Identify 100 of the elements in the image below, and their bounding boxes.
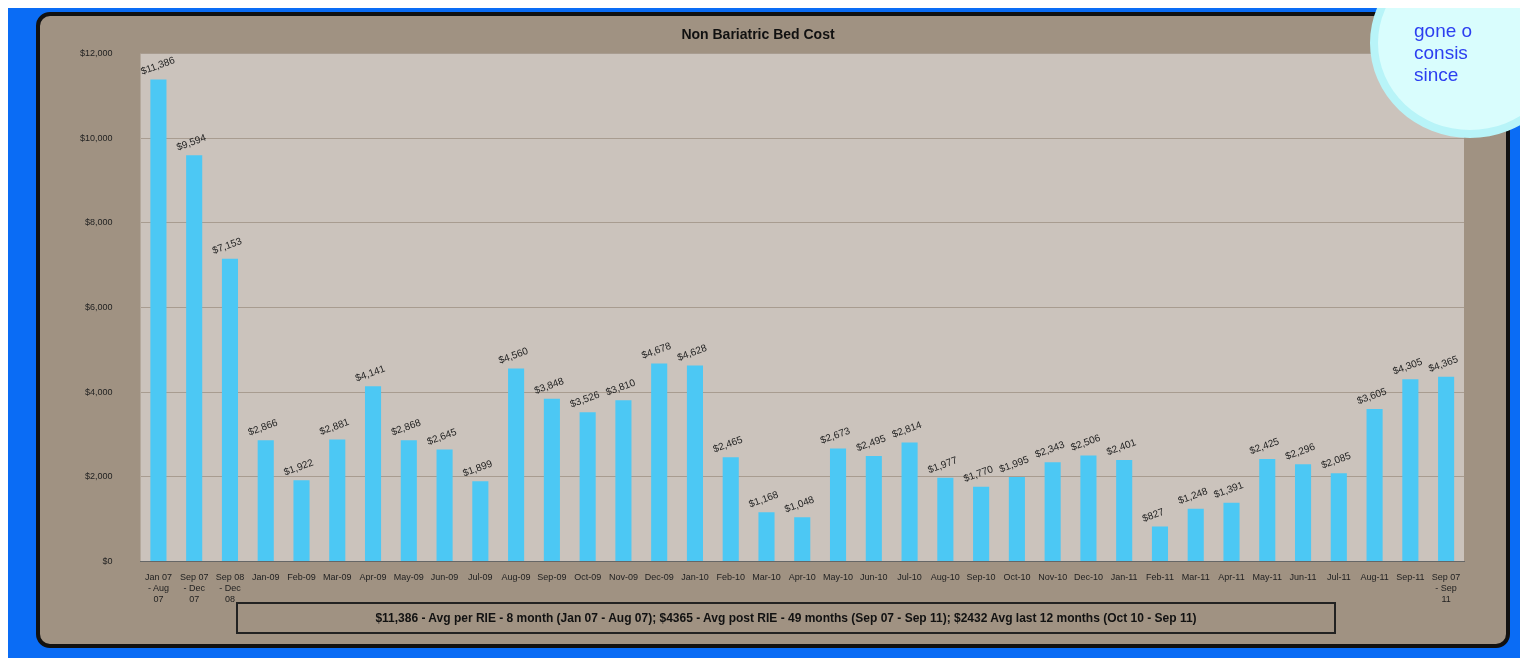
x-tick-label: Apr-09 [359, 572, 387, 583]
bar [1116, 459, 1133, 562]
y-tick-label: $2,000 [85, 471, 113, 482]
x-tick-label: Sep-11 [1396, 572, 1425, 583]
data-label: $2,645 [425, 425, 459, 447]
data-label: $827 [1140, 505, 1166, 524]
bar [1402, 379, 1419, 562]
bar [293, 480, 310, 562]
data-label: $3,526 [568, 388, 602, 410]
data-label: $2,814 [890, 418, 924, 440]
x-tick-label: Aug-11 [1360, 572, 1389, 583]
annotation: since [1414, 64, 1460, 86]
y-tick-label: $8,000 [85, 217, 113, 228]
data-label: $3,848 [532, 374, 566, 396]
bar [543, 398, 560, 562]
bar [1438, 376, 1455, 562]
x-tick-label: Sep 07 - Sep 11 [1431, 572, 1461, 605]
data-label: $4,365 [1426, 352, 1460, 374]
x-tick-label: Aug-09 [501, 572, 531, 583]
data-label: $3,605 [1355, 385, 1389, 407]
x-tick-label: Dec-09 [644, 572, 674, 583]
x-tick-label: Apr-10 [788, 572, 816, 583]
x-tick-label: Nov-09 [608, 572, 638, 583]
data-label: $3,810 [604, 376, 638, 398]
text: $11,386 - Avg per RIE - 8 month (Jan 07 - Aug 07); $4365 - Avg post RIE - 49 months (Sep 07 - Sep 11); $2432 Avg last 12 months (Oct 10 - Sep 11) [236, 602, 1336, 634]
annotation: consis [1414, 42, 1469, 64]
x-tick-label: Dec-10 [1073, 572, 1103, 583]
bar [901, 442, 918, 562]
bar [973, 486, 990, 562]
bar [221, 258, 238, 562]
data-label: $9,594 [174, 131, 208, 153]
x-tick-label: Jul-10 [897, 572, 922, 583]
data-label: $7,153 [210, 234, 244, 256]
y-tick-label: $10,000 [79, 132, 113, 143]
data-label: $2,465 [711, 433, 745, 455]
data-label: $1,048 [783, 493, 816, 515]
data-label: $4,560 [496, 344, 530, 366]
x-tick-label: Jul-11 [1326, 572, 1351, 583]
data-label: $2,868 [389, 416, 423, 438]
x-tick-label: Oct-10 [1003, 572, 1031, 583]
x-tick-label: Sep 08 - Dec 08 [215, 572, 245, 605]
bar [257, 440, 274, 562]
data-label: $1,168 [747, 488, 781, 510]
bar [651, 363, 668, 562]
data-label: $2,401 [1104, 436, 1138, 458]
data-label: $1,922 [282, 456, 316, 478]
x-tick-label: Jun-10 [860, 572, 888, 583]
bar [1151, 526, 1169, 562]
bar [1187, 508, 1204, 562]
data-label: $1,248 [1176, 484, 1210, 506]
bar [1008, 477, 1025, 562]
x-tick-label: May-11 [1252, 572, 1282, 583]
bar [937, 477, 954, 562]
x-tick-label: Feb-11 [1146, 572, 1174, 583]
bar [329, 439, 346, 562]
data-label: $2,085 [1319, 449, 1353, 471]
x-tick-label: Mar-10 [752, 572, 781, 583]
bar [865, 455, 882, 562]
bar [1330, 473, 1347, 562]
bar [186, 155, 203, 562]
y-tick-label: $4,000 [85, 386, 113, 397]
x-tick-label: Jan-09 [251, 572, 280, 583]
y-tick-label: $0 [102, 556, 113, 567]
bar [472, 481, 489, 562]
data-label: $2,673 [818, 424, 852, 446]
data-label: $1,391 [1212, 478, 1246, 500]
data-label: $2,425 [1248, 435, 1281, 457]
x-tick-label: Sep 07 - Dec 07 [179, 572, 209, 605]
data-label: $2,866 [246, 416, 280, 438]
bar [364, 386, 382, 562]
bar [436, 449, 453, 562]
bar [508, 368, 525, 562]
x-tick-label: Mar-11 [1181, 572, 1210, 583]
bar [1366, 408, 1383, 562]
data-label: $4,628 [675, 341, 709, 363]
x-tick-label: Apr-11 [1218, 572, 1245, 583]
bar [400, 440, 417, 562]
bar [579, 412, 596, 562]
y-tick-label: $6,000 [85, 301, 113, 312]
x-tick-label: Jun-11 [1289, 572, 1317, 583]
bar [829, 448, 847, 562]
x-tick-label: May-10 [823, 572, 854, 583]
x-tick-label: Jan 07 - Aug 07 [144, 572, 172, 605]
x-tick-label: Aug-10 [930, 572, 960, 583]
bar [150, 79, 167, 562]
bar [1080, 455, 1097, 562]
data-label: $2,343 [1033, 438, 1067, 460]
chart-title: Non Bariatric Bed Cost [681, 25, 835, 42]
data-label: $2,506 [1069, 431, 1103, 453]
x-tick-label: Feb-09 [287, 572, 316, 583]
bar [1259, 458, 1276, 562]
bar [615, 400, 632, 562]
data-label: $1,977 [926, 454, 960, 476]
x-tick-label: Feb-10 [716, 572, 745, 583]
y-tick-label: $12,000 [79, 47, 113, 58]
data-label: $2,495 [854, 432, 888, 454]
bar [686, 365, 704, 562]
x-tick-label: May-09 [393, 572, 424, 583]
x-tick-label: Jan-11 [1110, 572, 1138, 583]
data-label: $4,305 [1391, 355, 1425, 377]
